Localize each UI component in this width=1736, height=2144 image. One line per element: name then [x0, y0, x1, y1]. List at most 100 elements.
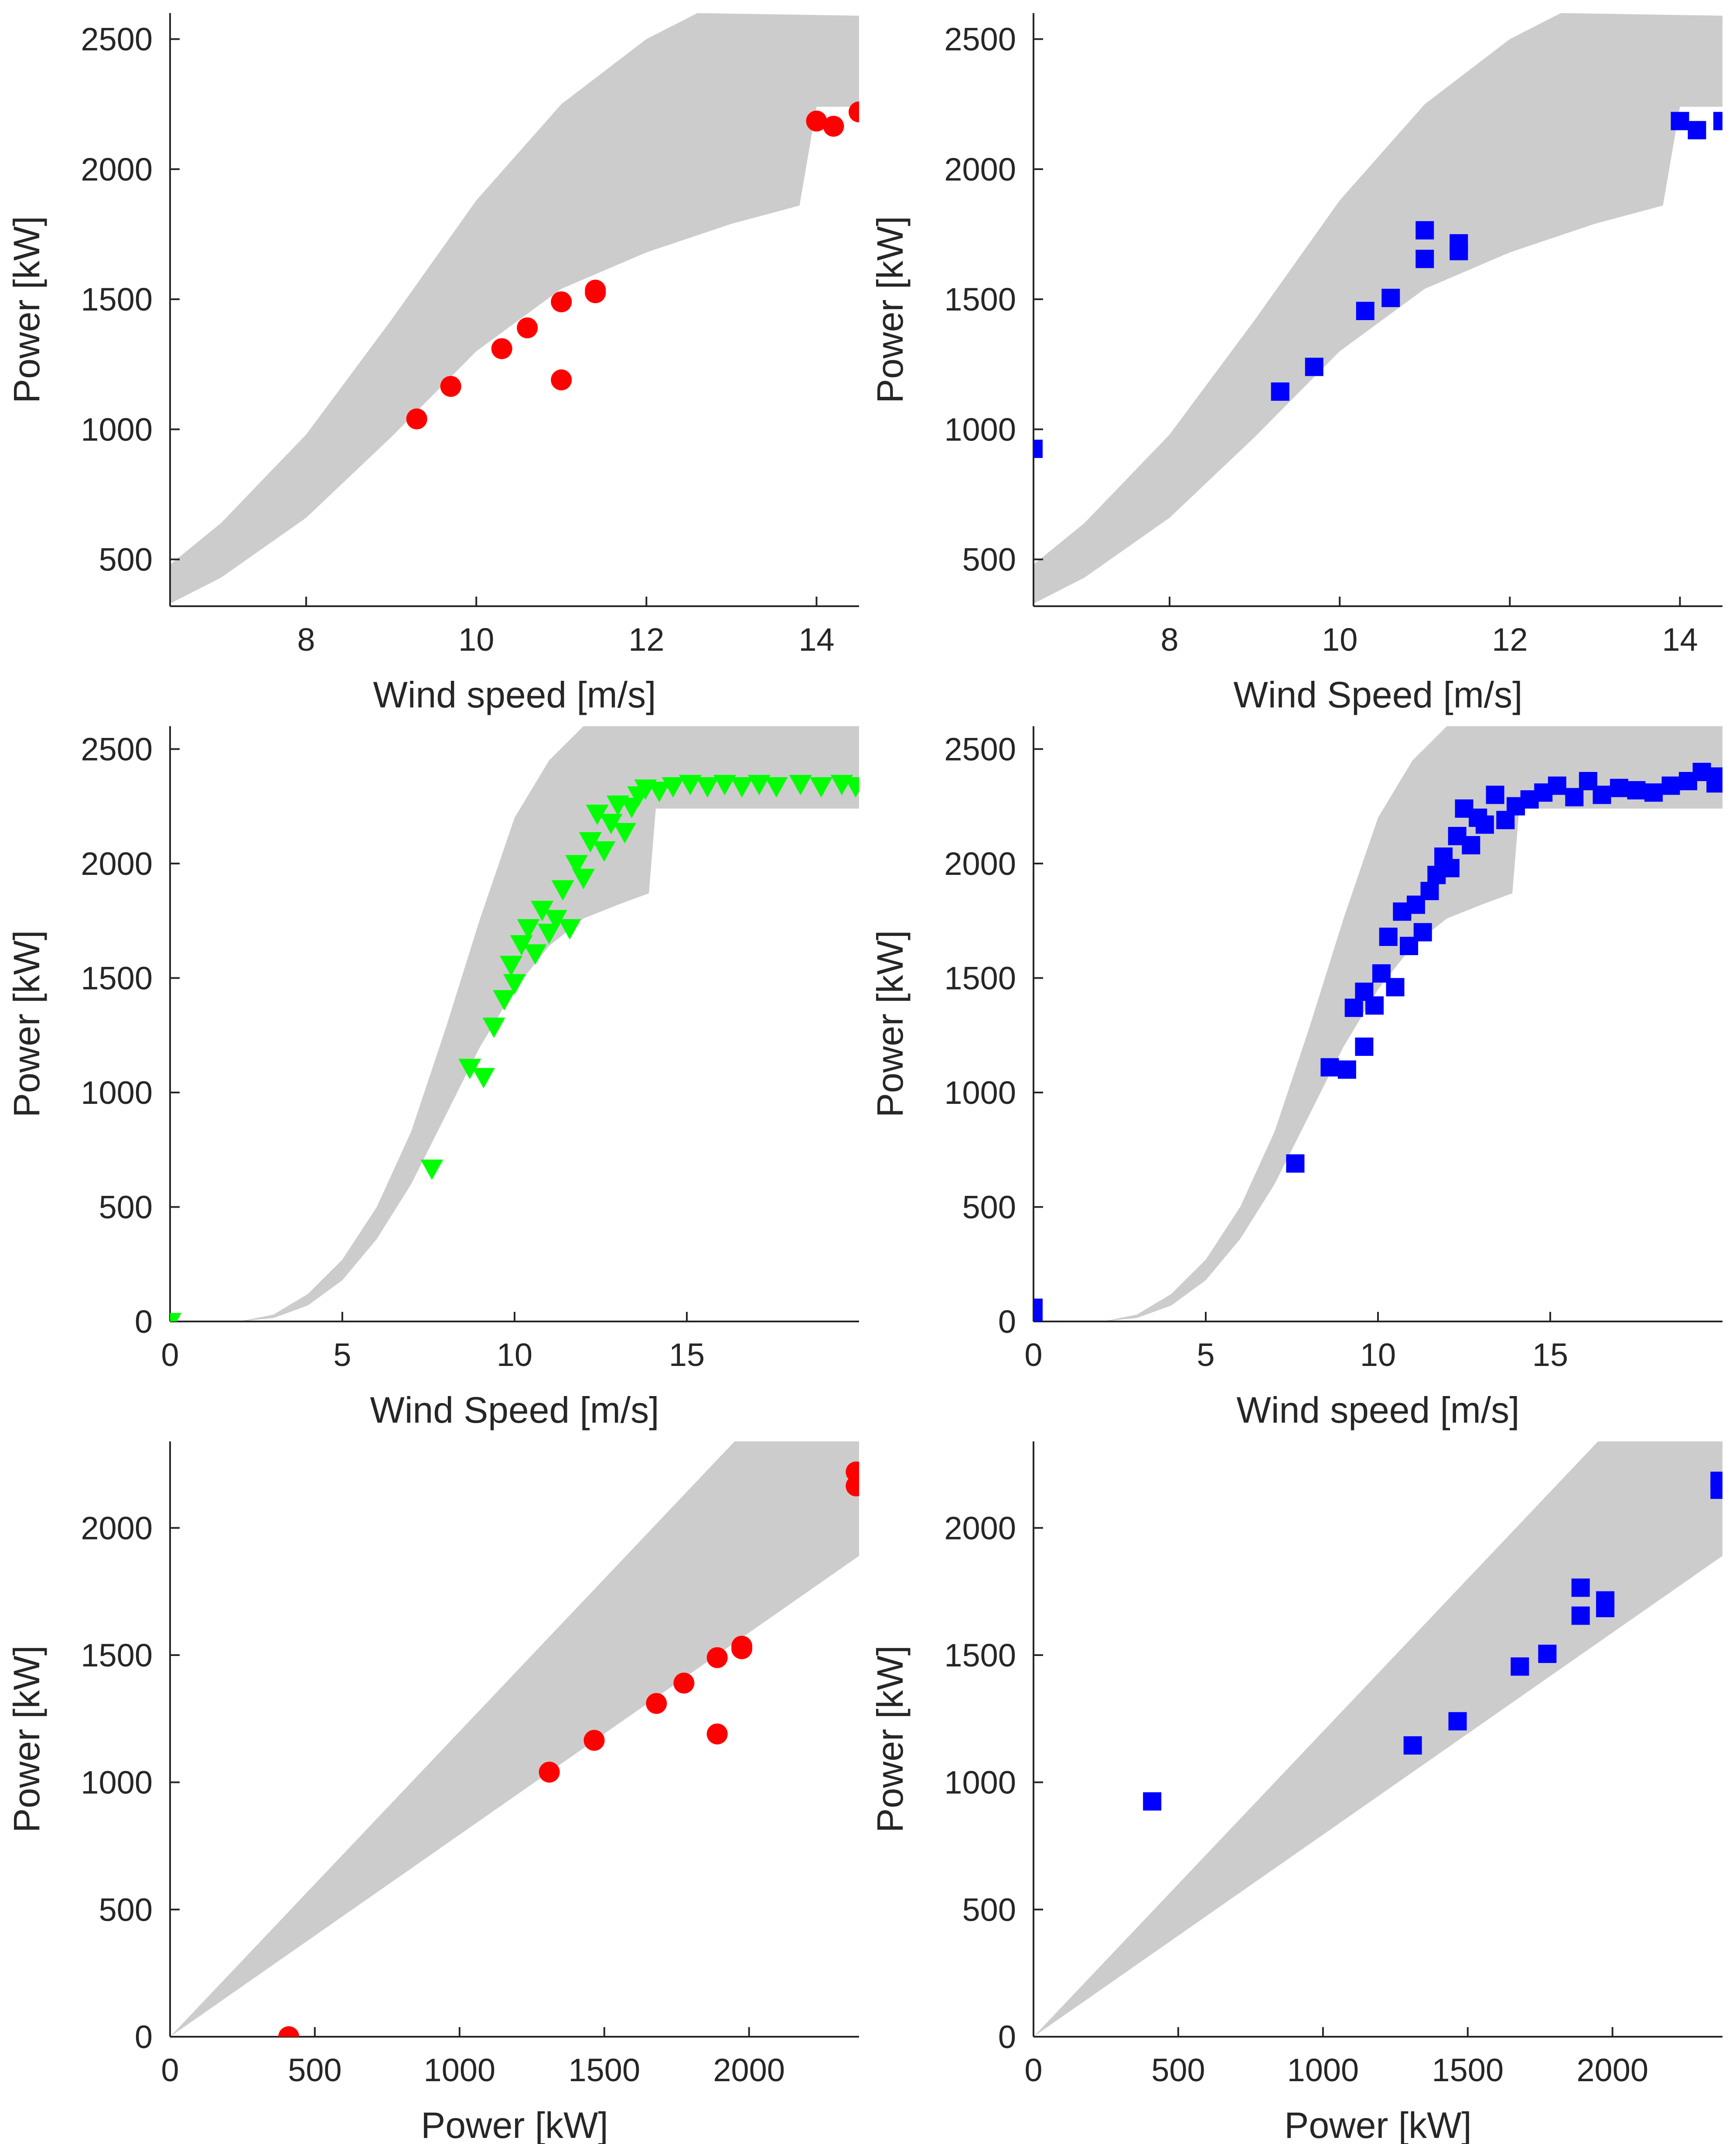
- data-point: [539, 1762, 560, 1783]
- y-tick-label: 1500: [944, 1637, 1016, 1673]
- data-point: [1548, 776, 1566, 795]
- y-axis-title: Power [kW]: [870, 216, 911, 403]
- x-tick-label: 2000: [713, 2052, 785, 2088]
- data-point: [1661, 776, 1680, 795]
- data-markers: [1033, 112, 1722, 458]
- band-area: [170, 13, 859, 604]
- y-axis-title: Power [kW]: [6, 216, 47, 403]
- y-tick-label: 500: [99, 1189, 153, 1226]
- y-tick-label: 2500: [81, 21, 153, 58]
- data-point: [849, 101, 859, 123]
- y-tick-label: 0: [135, 2019, 153, 2055]
- x-tick-label: 0: [161, 1337, 179, 1373]
- y-tick-label: 0: [135, 1304, 153, 1340]
- data-point: [1511, 1657, 1529, 1676]
- chart-bottom-left: 0 500 1000 1500 2000 0 500 1000 1500 2000 Power [k…: [6, 1441, 859, 2144]
- x-tick-label: 500: [1151, 2052, 1205, 2088]
- data-point: [1356, 301, 1374, 320]
- data-markers: [1033, 763, 1722, 1321]
- x-tick-label: 8: [1161, 621, 1179, 658]
- data-point: [600, 814, 623, 834]
- data-point: [500, 956, 523, 976]
- data-point: [482, 1017, 505, 1038]
- chart-top-right: 8 10 12 14 500 1000 1500 2000 2500 Wind Speed [m/…: [870, 13, 1722, 715]
- chart-top-left: 8 10 12 14 500 1000 1500 2000 2500 Wind speed [m/…: [6, 13, 859, 715]
- x-tick-label: 8: [297, 621, 315, 658]
- x-tick-label: 14: [798, 621, 834, 658]
- x-tick-label: 10: [497, 1337, 532, 1373]
- band-area: [239, 726, 859, 1321]
- data-point: [565, 855, 588, 876]
- data-point: [1688, 121, 1706, 140]
- y-tick-label: 1500: [944, 960, 1016, 997]
- data-point: [1381, 289, 1400, 307]
- chart-middle-left: 0 5 10 15 0 500 1000 1500 2000 2500 Wind Speed [m/…: [6, 726, 859, 1430]
- data-point: [491, 338, 512, 359]
- data-point: [583, 1730, 605, 1751]
- data-markers: [406, 101, 859, 430]
- x-axis-title: Power [kW]: [421, 2105, 608, 2144]
- data-point: [1565, 788, 1584, 806]
- data-point: [579, 832, 602, 853]
- data-point: [1593, 785, 1611, 804]
- data-point: [713, 775, 736, 795]
- x-tick-label: 12: [628, 621, 664, 658]
- x-tick-label: 15: [1532, 1337, 1568, 1373]
- x-tick-label: 5: [1197, 1337, 1214, 1373]
- data-point: [593, 841, 616, 862]
- y-tick-label: 1500: [81, 1637, 153, 1673]
- data-point: [646, 1693, 667, 1714]
- data-point: [1355, 1038, 1374, 1056]
- data-point: [1286, 1154, 1305, 1173]
- data-point: [1627, 781, 1646, 799]
- data-point: [585, 280, 606, 301]
- data-point: [1450, 242, 1468, 260]
- x-tick-label: 500: [288, 2052, 341, 2088]
- data-point: [1305, 358, 1323, 376]
- x-tick-label: 2000: [1576, 2052, 1648, 2088]
- y-tick-label: 1000: [81, 411, 153, 447]
- x-tick-label: 10: [1322, 621, 1357, 658]
- data-point: [1033, 1298, 1043, 1317]
- data-point: [706, 1723, 728, 1745]
- data-point: [531, 901, 554, 922]
- x-tick-label: 0: [1024, 2052, 1042, 2088]
- data-point: [420, 1159, 443, 1180]
- data-point: [731, 1635, 753, 1657]
- band-area: [170, 1441, 859, 2037]
- x-tick-label: 1500: [568, 2052, 640, 2088]
- data-point: [1710, 767, 1722, 786]
- y-tick-label: 500: [962, 542, 1016, 578]
- y-tick-label: 1000: [944, 411, 1016, 447]
- data-point: [1486, 785, 1504, 804]
- x-tick-label: 10: [458, 621, 494, 658]
- data-point: [846, 1461, 859, 1482]
- data-point: [1441, 859, 1460, 877]
- data-point: [1538, 1645, 1557, 1663]
- data-point: [747, 775, 771, 795]
- data-point: [1671, 112, 1689, 130]
- y-tick-label: 2500: [944, 731, 1016, 768]
- y-tick-label: 1000: [944, 1075, 1016, 1111]
- data-point: [765, 777, 788, 798]
- data-point: [1571, 1578, 1590, 1597]
- data-point: [278, 2026, 300, 2037]
- data-point: [472, 1068, 495, 1089]
- y-tick-label: 0: [998, 1304, 1016, 1340]
- y-tick-label: 500: [99, 1891, 153, 1928]
- x-tick-label: 10: [1360, 1337, 1396, 1373]
- data-point: [789, 775, 812, 795]
- data-point: [806, 110, 827, 132]
- data-point: [1415, 221, 1434, 240]
- data-point: [696, 777, 719, 798]
- data-point: [1344, 998, 1363, 1017]
- data-point: [586, 805, 609, 825]
- data-point: [1143, 1792, 1162, 1811]
- data-point: [810, 777, 833, 798]
- x-tick-label: 1000: [424, 2052, 496, 2088]
- data-point: [572, 869, 595, 889]
- data-point: [1610, 778, 1628, 797]
- data-point: [679, 775, 702, 795]
- data-point: [1413, 923, 1432, 942]
